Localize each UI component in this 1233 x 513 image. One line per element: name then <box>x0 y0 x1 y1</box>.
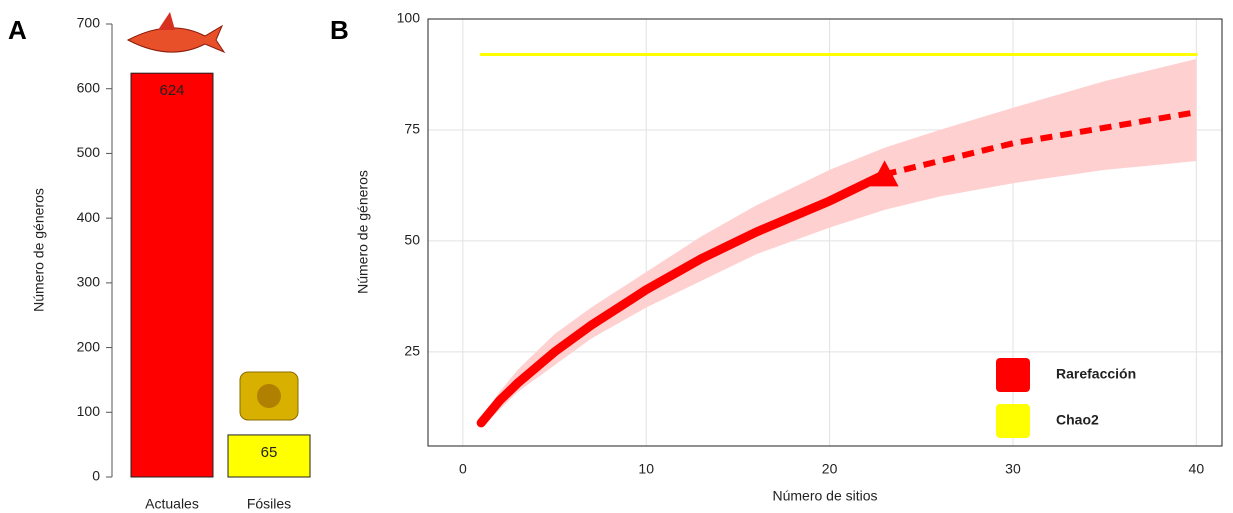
value-label: 624 <box>159 82 184 99</box>
y-tick-label: 700 <box>77 15 101 31</box>
y-tick-label: 50 <box>404 232 420 248</box>
y-tick-label: 100 <box>397 10 421 26</box>
plot-frame <box>427 18 1223 447</box>
y-tick-label: 400 <box>77 209 101 225</box>
y-tick-label: 300 <box>77 274 101 290</box>
legend-label: Chao2 <box>1056 412 1099 428</box>
y-tick-label: 500 <box>77 144 101 160</box>
x-tick-label: 40 <box>1189 461 1205 477</box>
bar <box>130 72 214 478</box>
end-marker <box>870 160 899 187</box>
y-tick-label: 100 <box>77 403 101 419</box>
legend-label: Rarefacción <box>1056 366 1136 382</box>
x-tick-label: 10 <box>638 461 654 477</box>
fossil-icon <box>239 371 299 421</box>
x-tick-label: Fósiles <box>247 496 291 512</box>
x-axis-label: Número de sitios <box>772 488 877 504</box>
legend-swatch <box>996 404 1030 438</box>
y-axis-label: Número de géneros <box>31 188 47 312</box>
tuna-icon <box>126 12 226 54</box>
x-tick-label: 30 <box>1005 461 1021 477</box>
bar <box>227 434 311 478</box>
y-tick-label: 25 <box>404 343 420 359</box>
line <box>476 169 890 428</box>
x-tick-label: Actuales <box>145 496 199 512</box>
value-label: 65 <box>261 444 278 461</box>
y-tick-label: 600 <box>77 79 101 95</box>
y-tick-label: 200 <box>77 338 101 354</box>
x-tick-label: 20 <box>822 461 838 477</box>
x-tick-label: 0 <box>459 461 467 477</box>
confidence-band <box>481 58 1197 428</box>
panel-label: B <box>330 15 349 45</box>
y-tick-label: 75 <box>404 121 420 137</box>
y-tick-label: 0 <box>92 468 100 484</box>
y-axis-label: Número de géneros <box>355 170 371 294</box>
legend-swatch <box>996 358 1030 392</box>
panel-label: A <box>8 15 27 45</box>
